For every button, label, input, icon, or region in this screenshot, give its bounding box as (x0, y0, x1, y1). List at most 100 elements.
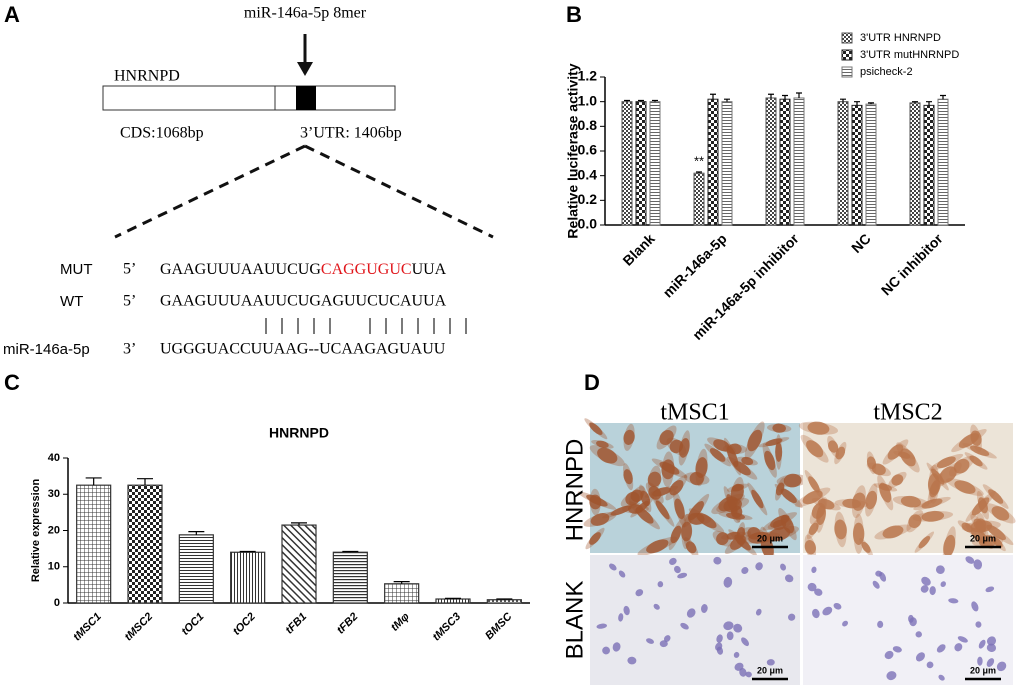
cell-nucleus (852, 522, 865, 546)
chart-title: HNRNPD (269, 425, 329, 441)
cell-nucleus (623, 469, 633, 485)
x-tick-label: tFB1 (283, 611, 309, 637)
y-tick-label: 30 (48, 488, 60, 500)
cell-nucleus (646, 638, 655, 644)
cell-nucleus (822, 606, 833, 616)
legend-label: 3'UTR HNRNPD (860, 32, 941, 44)
cell-nucleus (915, 652, 925, 662)
bar (793, 97, 805, 226)
cell-nucleus (669, 557, 677, 566)
cell-nucleus (986, 524, 1006, 540)
bar (435, 598, 471, 604)
cell-nucleus (590, 513, 610, 526)
cell-nucleus (900, 495, 922, 508)
sequence: GAAGUUUAAUUCUGAGUUCUCAUUA (160, 293, 447, 310)
micrographs: 20 μm 20 μm 20 μm 20 μm tMSC1 tMSC2 HNRNPD BLAN… (561, 400, 1016, 685)
cell-nucleus (609, 563, 617, 571)
y-tick-label: 1.2 (578, 68, 598, 84)
cell-nucleus (723, 621, 734, 631)
cell-nucleus (659, 429, 674, 446)
y-tick-label: 20 (48, 524, 60, 536)
y-tick-label: 0.8 (578, 117, 598, 133)
cell-nucleus (718, 496, 738, 512)
cell-nucleus (775, 442, 783, 462)
cell-nucleus (969, 455, 983, 467)
cell-nucleus (610, 505, 632, 516)
cell-nucleus (602, 646, 610, 655)
x-tick-label: NC (848, 230, 874, 256)
cell-nucleus (921, 498, 943, 509)
error-bar (393, 581, 410, 584)
cell-nucleus (879, 572, 887, 582)
cell-nucleus (918, 535, 931, 549)
error-bar (652, 99, 658, 102)
cell-nucleus (808, 476, 820, 493)
cell-nucleus (669, 479, 684, 496)
utr-label: 3’UTR: 1406bp (300, 125, 402, 142)
error-bar (782, 94, 788, 100)
cell-nucleus (808, 522, 819, 535)
cell-nucleus (686, 608, 696, 618)
x-tick-label: tMφ (389, 611, 412, 634)
cell-nucleus (623, 605, 630, 616)
cell-nucleus (657, 581, 664, 588)
cell-nucleus (655, 500, 670, 520)
cell-nucleus (659, 640, 668, 648)
cell-nucleus (909, 617, 917, 627)
bar (76, 484, 112, 604)
cell-nucleus (764, 450, 776, 471)
error-bar (912, 101, 918, 103)
x-tick-label: tOC2 (231, 611, 258, 638)
cell-nucleus (701, 604, 708, 613)
cell-nucleus (586, 494, 608, 507)
x-tick-label: BMSC (483, 610, 515, 642)
row-title: BLANK (561, 581, 588, 660)
bar (837, 101, 849, 226)
cell-nucleus (647, 471, 662, 488)
cell-nucleus (953, 458, 970, 474)
cell-nucleus (939, 466, 957, 483)
cell-nucleus (931, 468, 945, 485)
cell-nucleus (674, 565, 681, 574)
error-bar (85, 477, 102, 486)
cell-nucleus (842, 498, 862, 509)
cell-nucleus (646, 539, 669, 554)
cell-nucleus (872, 580, 880, 589)
x-tick-label: NC inhibitor (878, 230, 946, 298)
x-tick-label: tOC1 (179, 611, 206, 638)
cell-nucleus (886, 671, 897, 681)
error-bar (926, 101, 932, 106)
row-label: miR-146a-5p (3, 341, 90, 358)
error-bar (768, 93, 774, 98)
cell-nucleus (674, 498, 685, 520)
scale-label: 20 μm (757, 665, 783, 675)
site-label: miR-146a-5p 8mer (244, 5, 367, 22)
cell-nucleus (986, 658, 995, 667)
row-label: WT (60, 293, 83, 310)
cell-nucleus (936, 644, 946, 653)
cell-nucleus (713, 556, 722, 565)
cell-nucleus (730, 535, 746, 550)
y-tick-label: 0.0 (578, 216, 598, 232)
cell-nucleus (747, 429, 763, 452)
cell-nucleus (726, 631, 734, 641)
cell-nucleus (929, 479, 941, 498)
y-axis-label: Relative expression (30, 479, 42, 583)
gene-label: HNRNPD (114, 68, 180, 85)
scale-label: 20 μm (970, 665, 996, 675)
cell-nucleus (783, 473, 802, 488)
cell-nucleus (929, 586, 936, 596)
cell-nucleus (625, 491, 640, 506)
zoom-line (114, 144, 306, 239)
bar (621, 101, 633, 226)
cell-nucleus (733, 623, 743, 633)
error-bar (638, 99, 644, 102)
cell-nucleus (814, 588, 823, 596)
cell-nucleus (936, 456, 956, 469)
panel-label: B (566, 2, 582, 27)
bar (765, 97, 777, 226)
error-bar (710, 93, 716, 100)
cell-nucleus (730, 483, 744, 501)
cell-nucleus (866, 456, 877, 470)
